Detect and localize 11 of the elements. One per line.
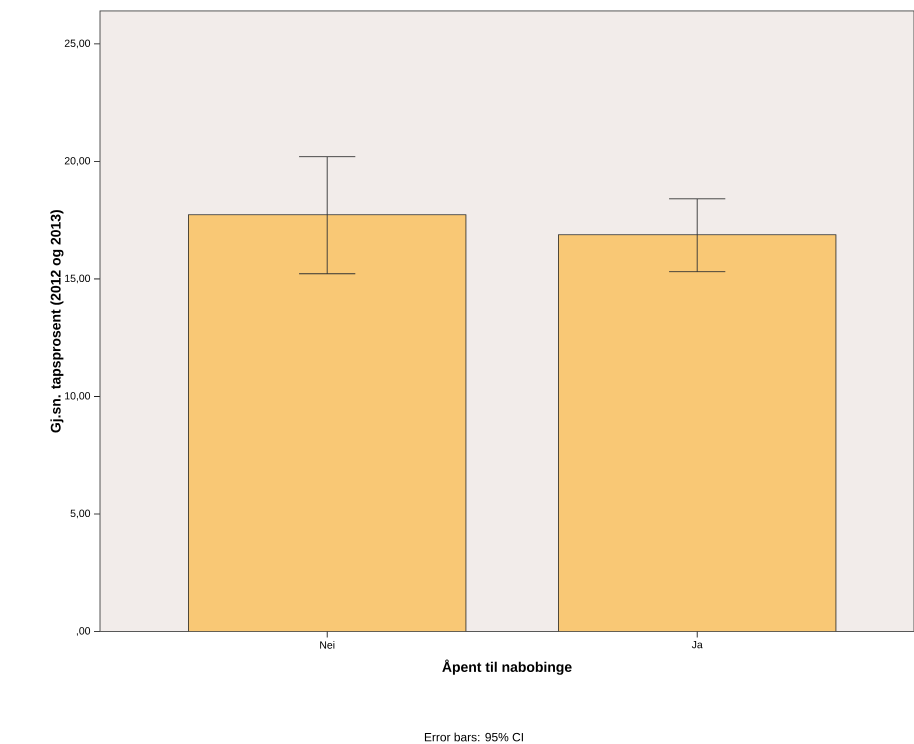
x-axis-title: Åpent til nabobinge bbox=[442, 660, 572, 675]
y-tick-label: 5,00 bbox=[70, 510, 90, 518]
x-tick-label: Nei bbox=[320, 641, 334, 649]
y-axis-title: Gj.sn. tapsprosent (2012 og 2013) bbox=[50, 210, 64, 433]
y-tick-label: 20,00 bbox=[64, 157, 90, 166]
x-tick-label: Ja bbox=[692, 641, 703, 648]
y-tick-label: 25,00 bbox=[64, 40, 90, 48]
y-tick-label: ,00 bbox=[76, 627, 90, 636]
text: Error bars: 95% CI bbox=[424, 732, 523, 742]
y-tick-label: 15,00 bbox=[65, 274, 90, 284]
y-tick-label: 10,00 bbox=[65, 392, 90, 401]
